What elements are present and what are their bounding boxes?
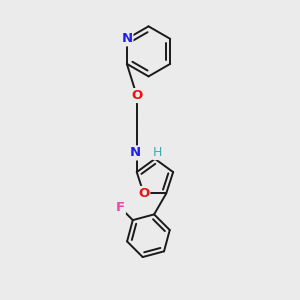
Text: F: F (116, 201, 125, 214)
Text: N: N (130, 146, 141, 159)
Text: H: H (153, 146, 162, 159)
Text: O: O (131, 89, 142, 102)
Text: O: O (138, 187, 149, 200)
Text: N: N (121, 32, 132, 45)
